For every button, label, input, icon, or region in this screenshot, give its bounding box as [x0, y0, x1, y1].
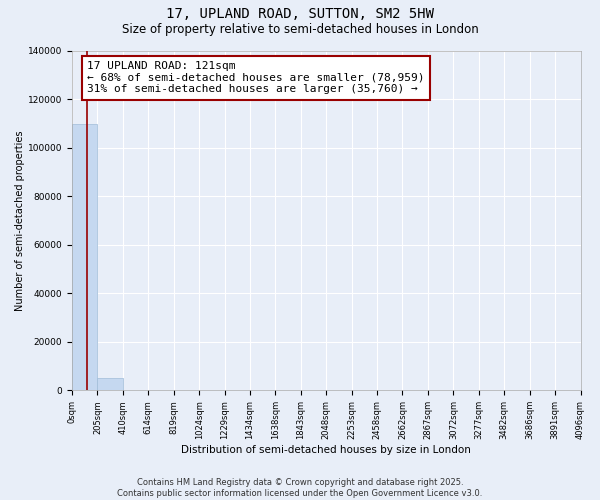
Text: Size of property relative to semi-detached houses in London: Size of property relative to semi-detach… — [122, 22, 478, 36]
X-axis label: Distribution of semi-detached houses by size in London: Distribution of semi-detached houses by … — [181, 445, 471, 455]
Text: 17 UPLAND ROAD: 121sqm
← 68% of semi-detached houses are smaller (78,959)
31% of: 17 UPLAND ROAD: 121sqm ← 68% of semi-det… — [87, 61, 425, 94]
Bar — [97, 378, 123, 390]
Bar — [72, 124, 97, 390]
Text: Contains HM Land Registry data © Crown copyright and database right 2025.
Contai: Contains HM Land Registry data © Crown c… — [118, 478, 482, 498]
Y-axis label: Number of semi-detached properties: Number of semi-detached properties — [15, 130, 25, 311]
Text: 17, UPLAND ROAD, SUTTON, SM2 5HW: 17, UPLAND ROAD, SUTTON, SM2 5HW — [166, 8, 434, 22]
